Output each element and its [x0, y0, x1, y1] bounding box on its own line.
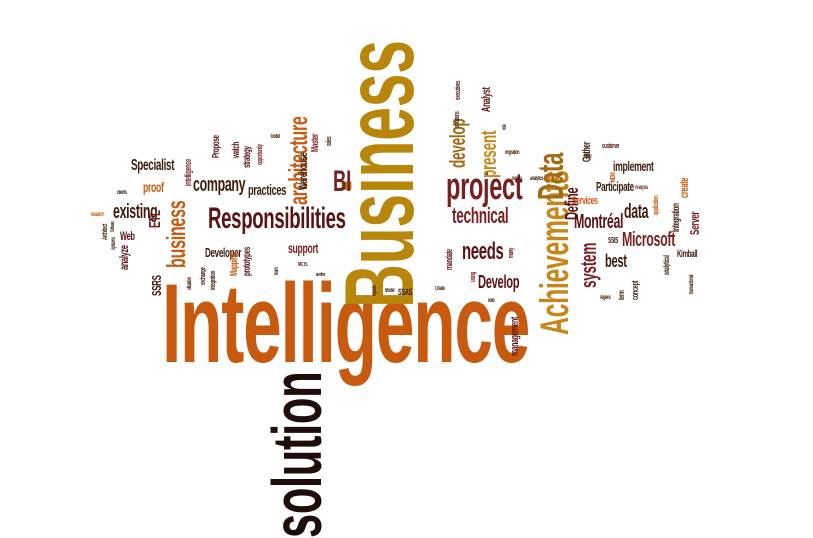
word-software: Software	[110, 221, 116, 232]
word-proof: proof	[143, 179, 164, 195]
word-ssas: SSAS	[398, 287, 412, 297]
word-situation: situation	[187, 277, 193, 290]
word-practices: practices	[248, 182, 287, 199]
word-warehouse: Warehouse	[296, 152, 310, 190]
word-prototypes: prototypes	[242, 247, 253, 276]
word-specialist: Specialist	[131, 157, 175, 174]
word-another: another	[316, 272, 326, 278]
word-business-mid: business	[161, 200, 191, 268]
word-executives: executives	[455, 80, 462, 100]
word-research: research	[91, 212, 105, 218]
word-transactional: transactional	[689, 274, 695, 294]
word-management: management	[509, 317, 521, 356]
word-needs: needs	[462, 238, 504, 265]
word-architect: Architect	[102, 223, 109, 240]
word-master: Master	[310, 133, 321, 152]
word-clients: clients	[117, 190, 127, 196]
word-integration-small: integration	[210, 270, 217, 290]
word-microsoft: Microsoft	[622, 229, 676, 251]
word-application: application	[653, 195, 660, 215]
word-ssis: SSIS	[608, 236, 619, 245]
word-existing: existing	[113, 201, 158, 223]
word-system: system	[576, 242, 601, 288]
word-model: Model	[385, 288, 395, 294]
word-develop-h: Develop	[478, 272, 520, 292]
word-best: best	[605, 251, 627, 271]
word-montreal: Montréal	[574, 211, 624, 233]
word-systems: systems	[111, 237, 117, 250]
word-many: many	[508, 247, 515, 258]
word-propose: Propose	[211, 135, 222, 158]
word-sales: sales	[326, 136, 333, 146]
word-etl: ETL	[147, 210, 164, 228]
word-mdm: MDM	[610, 172, 617, 182]
word-services: Services	[572, 195, 598, 207]
word-analytical: analytical	[662, 255, 671, 275]
word-concept: concept	[630, 280, 640, 300]
word-role: role	[502, 124, 508, 130]
word-migration: migration	[505, 150, 520, 156]
word-analysis: Analysis	[635, 185, 648, 191]
word-create: create	[677, 177, 691, 198]
word-watch: watch	[231, 141, 242, 158]
word-term: term	[617, 290, 626, 300]
word-team: team	[274, 267, 280, 275]
word-using: using	[470, 271, 477, 282]
word-participate: Participate	[596, 179, 634, 194]
word-ssrs: SSRS	[149, 275, 164, 296]
word-analyze: analyze	[117, 245, 131, 270]
word-customer: customer	[602, 143, 620, 150]
word-solutions: solutions	[454, 111, 461, 128]
word-developer: Developer	[205, 245, 242, 260]
word-mapping: Mapping	[229, 252, 240, 276]
word-mandate: mandate	[444, 249, 454, 270]
word-intelligence: Intelligence	[162, 261, 530, 386]
word-toolkit: Toolkit	[270, 134, 280, 140]
word-opportunity: opportunity	[257, 144, 264, 165]
word-analytics: analytics	[530, 176, 544, 182]
word-implement: implement	[613, 158, 654, 174]
word-web: Web	[120, 229, 135, 243]
word-bi: BI	[333, 165, 351, 198]
word-algiers: Algiers	[600, 295, 611, 301]
word-kimball: Kimball	[677, 249, 698, 260]
word-data-small: data	[624, 201, 649, 223]
word-technical: technical	[452, 203, 509, 228]
word-exchange: exchange	[200, 267, 207, 285]
word-present: present	[476, 130, 501, 178]
word-support: support	[288, 240, 319, 256]
word-company: company	[193, 174, 246, 196]
word-solution: solution	[258, 371, 336, 538]
word-issues: issues	[512, 176, 522, 182]
word-analyst: Analyst	[479, 87, 493, 112]
word-server: Server	[687, 211, 702, 235]
word-mcts: MCTS	[298, 262, 308, 268]
word-reports: reports	[372, 285, 378, 296]
word-create-small: Create	[435, 286, 445, 292]
word-strategy: strategy	[242, 146, 253, 168]
word-responsibilities: Responsibilities	[208, 202, 346, 235]
word-project: project	[446, 166, 523, 208]
word-study: study	[583, 154, 592, 160]
word-web-small: web	[488, 298, 495, 304]
word-integration: Integration	[671, 203, 682, 232]
word-intelligence-small: intelligence	[183, 159, 193, 186]
